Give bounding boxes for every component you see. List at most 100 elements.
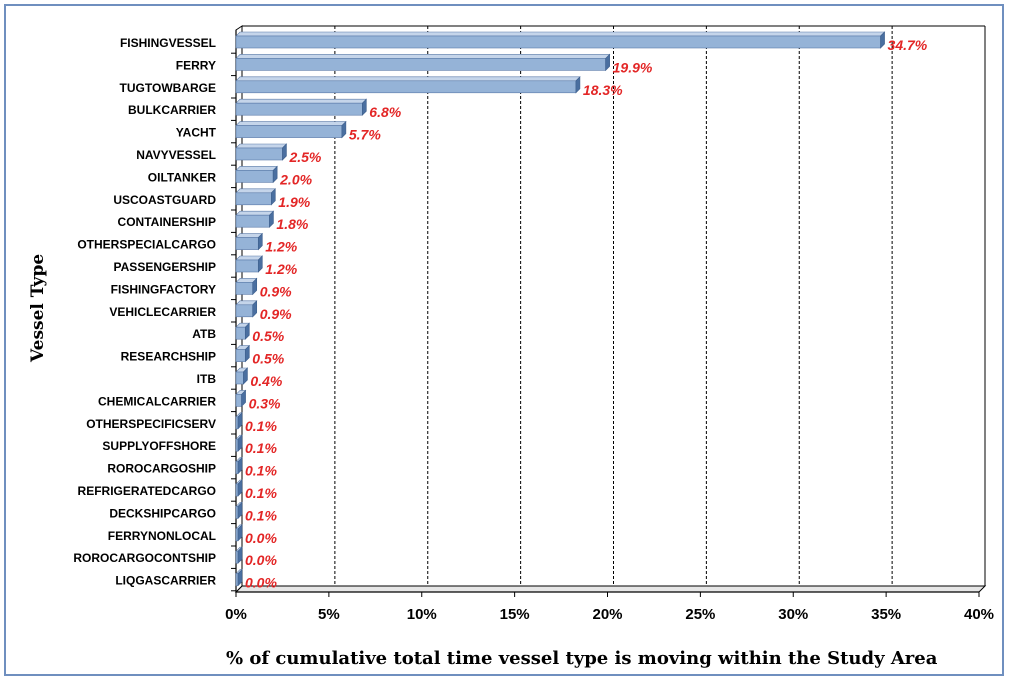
x-axis-title: % of cumulative total time vessel type i… <box>226 648 938 669</box>
category-label: CHEMICALCARRIER <box>98 394 216 408</box>
bar-top-face <box>235 255 264 261</box>
bar <box>235 53 611 72</box>
category-label: OTHERSPECIALCARGO <box>77 238 216 252</box>
data-label: 1.2% <box>265 261 297 277</box>
bar-front-face <box>235 147 283 161</box>
bar <box>235 255 264 273</box>
bar-front-face <box>235 326 246 340</box>
data-label: 0.4% <box>250 373 282 389</box>
bar-front-face <box>235 214 270 228</box>
data-label: 0.0% <box>245 552 277 568</box>
category-label: ATB <box>192 327 216 341</box>
bar-top-face <box>235 166 278 171</box>
x-tick-label: 25% <box>685 606 715 623</box>
data-label: 1.2% <box>265 239 297 255</box>
category-label: PASSENGERSHIP <box>114 260 216 274</box>
category-label: FERRYNONLOCAL <box>108 529 216 543</box>
bar-end-face <box>244 344 250 363</box>
category-label: RESEARCHSHIP <box>121 350 216 364</box>
bar-end-face <box>237 412 243 430</box>
x-tick-label: 20% <box>592 606 622 623</box>
category-label: BULKCARRIER <box>128 103 216 117</box>
data-label: 0.1% <box>245 418 277 434</box>
x-tick-label: 35% <box>871 606 901 623</box>
chart-floor-plane <box>234 585 987 593</box>
bar-front-face <box>235 394 242 407</box>
data-label: 5.7% <box>349 127 381 143</box>
bar-end-face <box>282 143 287 161</box>
bar-front-face <box>235 125 343 138</box>
bar-end-face <box>237 456 243 475</box>
data-label: 0.5% <box>252 351 284 367</box>
data-label: 0.0% <box>245 530 277 546</box>
chart-frame <box>4 4 1004 676</box>
bar <box>235 165 278 184</box>
bar-end-face <box>257 255 263 273</box>
data-label: 0.1% <box>245 507 277 523</box>
data-label: 18.3% <box>583 82 623 98</box>
bar <box>235 546 243 564</box>
bar <box>235 412 243 430</box>
category-label: VEHICLECARRIER <box>109 305 216 319</box>
bar <box>235 98 368 116</box>
bar-end-face <box>272 165 278 184</box>
bar <box>235 210 275 228</box>
bar-end-face <box>237 524 243 542</box>
category-label: LIQGASCARRIER <box>115 574 216 588</box>
bar-end-face <box>252 300 258 318</box>
x-tick-label: 0% <box>225 606 247 623</box>
bar-end-face <box>237 501 243 520</box>
data-label: 0.0% <box>245 575 277 591</box>
bar-top-face <box>235 98 368 104</box>
x-tick-label: 30% <box>778 606 808 623</box>
category-label: CONTAINERSHIP <box>118 215 216 229</box>
bar <box>235 479 243 497</box>
data-label: 6.8% <box>369 104 401 120</box>
category-label: OILTANKER <box>148 170 217 184</box>
data-label: 0.1% <box>245 485 277 501</box>
category-label: YACHT <box>176 126 217 140</box>
bars <box>235 31 886 587</box>
data-labels: 34.7% 19.9% 18.3% 6.8% 5.7% 2.5% 2.0% 1.9% 1.8% 1… <box>245 37 928 591</box>
category-label: ITB <box>197 372 217 386</box>
bar <box>235 524 243 542</box>
category-label: FISHINGFACTORY <box>111 282 216 296</box>
bar <box>235 344 251 363</box>
bar-end-face <box>257 232 263 251</box>
bar-end-face <box>237 546 243 564</box>
bar-top-face <box>235 188 277 194</box>
category-label: ROROCARGOSHIP <box>107 462 216 476</box>
bar-end-face <box>237 568 243 587</box>
bar-top-face <box>235 233 264 238</box>
bar-end-face <box>605 53 610 72</box>
x-tick-label: 15% <box>500 606 530 623</box>
data-label: 0.3% <box>249 395 281 411</box>
category-label: DECKSHIPCARGO <box>109 506 216 520</box>
bar-end-face <box>880 31 885 49</box>
bar <box>235 188 277 206</box>
bar <box>235 76 581 94</box>
bar <box>235 277 258 296</box>
bar-front-face <box>235 259 259 273</box>
bar-front-face <box>235 192 272 206</box>
bar <box>235 434 243 452</box>
bar-end-face <box>243 367 248 385</box>
bar <box>235 31 886 49</box>
data-label: 1.8% <box>276 216 308 232</box>
x-tick-label: 10% <box>407 606 437 623</box>
data-label: 0.9% <box>260 306 292 322</box>
bar <box>235 322 251 340</box>
x-tick-labels: 0% 5% 10% 15% 20% 25% 30% 35% 40% <box>225 606 994 623</box>
data-label: 0.1% <box>245 440 277 456</box>
bar-end-face <box>341 120 347 139</box>
data-label: 0.5% <box>252 328 284 344</box>
bar-front-face <box>235 349 246 362</box>
bar-end-face <box>362 98 367 116</box>
data-label: 0.1% <box>245 463 277 479</box>
data-label: 2.0% <box>279 171 312 187</box>
data-label: 1.9% <box>278 194 310 210</box>
category-label: FERRY <box>176 58 216 72</box>
bar-front-face <box>235 102 363 116</box>
data-label: 19.9% <box>613 59 653 75</box>
